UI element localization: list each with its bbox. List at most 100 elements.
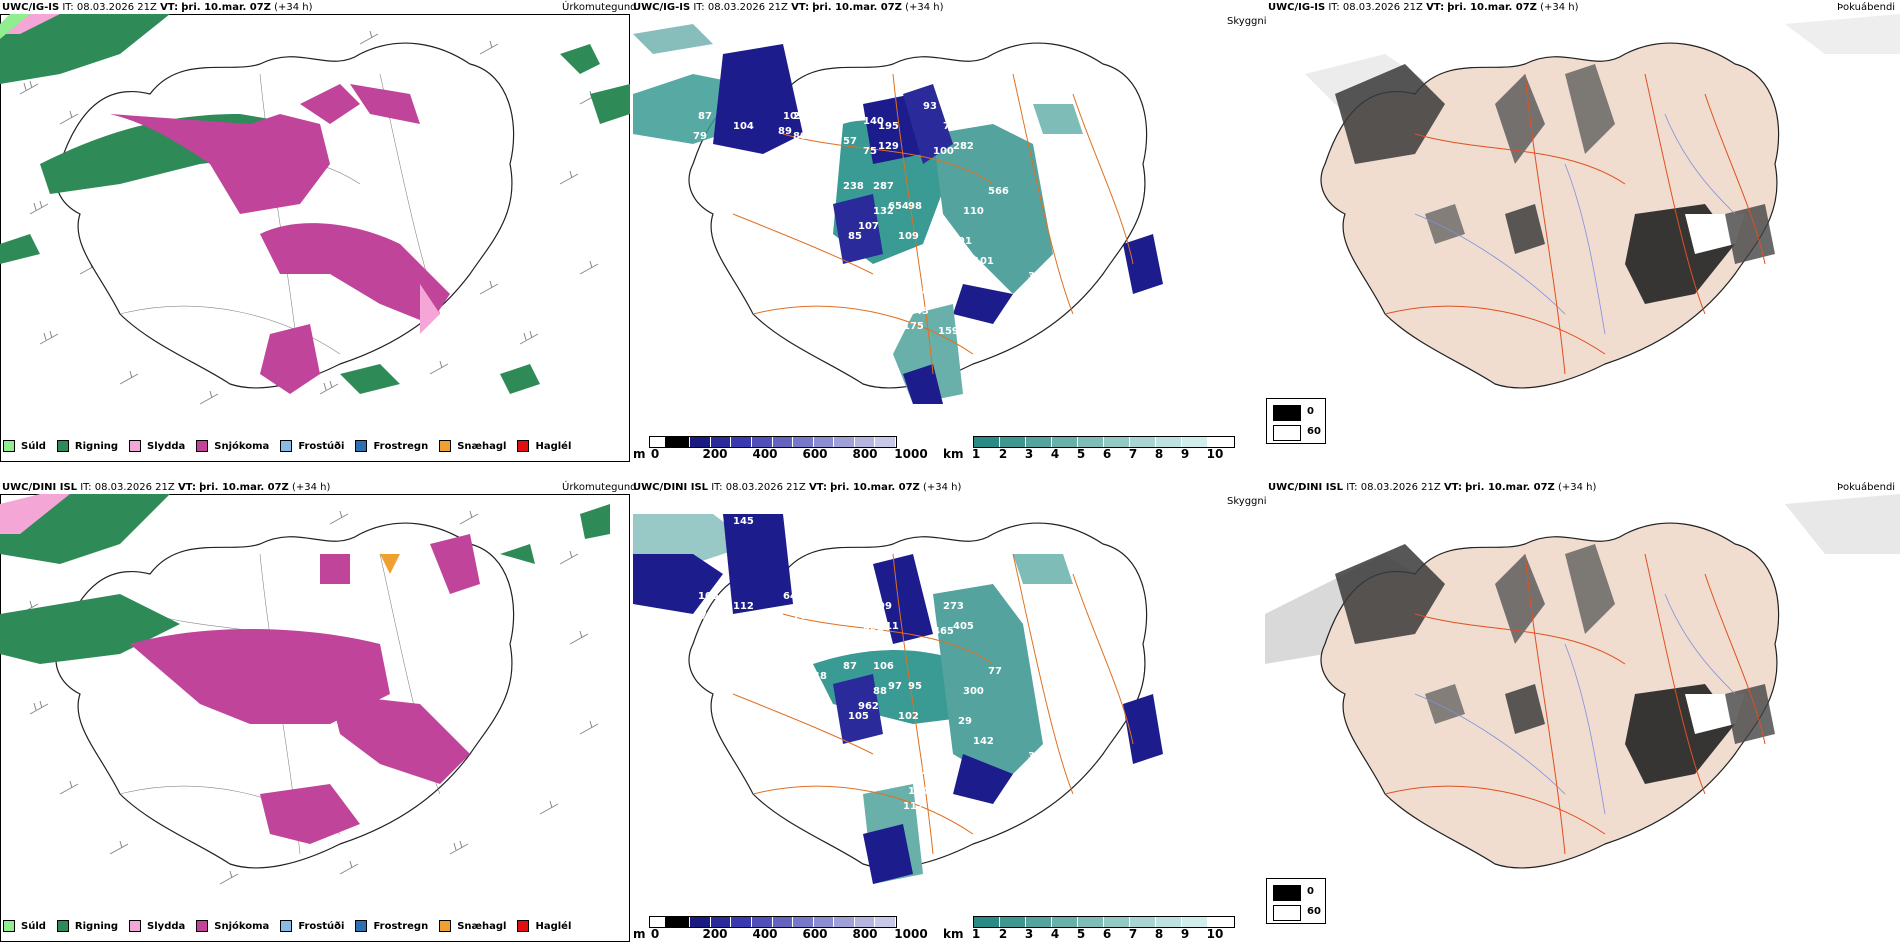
visibility-value-label: 175	[903, 321, 924, 332]
vt-label: VT:	[1443, 482, 1462, 493]
visibility-value-label: 79	[693, 131, 707, 142]
it-value: 08.03.2026 21Z	[76, 2, 157, 13]
visibility-value-label: 282	[953, 141, 974, 152]
visibility-value-label: 395	[1028, 751, 1049, 762]
visibility-value-label: 355	[923, 581, 944, 592]
visibility-tick: 9	[1180, 447, 1190, 461]
precip-areas	[0, 494, 610, 844]
visibility-value-label: 110	[963, 206, 984, 217]
terrain-tick: 800	[852, 927, 878, 941]
legend-item: Slydda	[129, 440, 185, 452]
run-header: UWC/DINI ISL IT: 08.03.2026 21Z VT: þri.…	[1268, 482, 1596, 493]
run-header: UWC/DINI ISL IT: 08.03.2026 21Z VT: þri.…	[633, 482, 961, 493]
model-name: UWC/DINI ISL	[633, 482, 709, 493]
it-label: IT:	[693, 2, 705, 13]
legend-label: Slydda	[147, 920, 186, 932]
fog-map	[1305, 14, 1900, 389]
forecast-row-1: UWC/IG-IS IT: 08.03.2026 21Z VT: þri. 10…	[0, 0, 1900, 470]
visibility-value-label: 33	[1028, 271, 1042, 282]
lead-time: (+34 h)	[1557, 482, 1597, 493]
legend-label: Rigning	[74, 440, 119, 452]
vt-label: VT:	[791, 2, 810, 13]
legend-swatch	[355, 440, 368, 452]
terrain-tick: 800	[852, 447, 878, 461]
vt-label: VT:	[808, 482, 827, 493]
visibility-value-label: 265	[803, 626, 824, 637]
precip-legend: Súld Rigning Slydda Snjókoma Frostúði Fr…	[3, 436, 577, 456]
visibility-unit: km	[943, 447, 964, 461]
legend-item: Frostúði	[280, 920, 344, 932]
visibility-value-label: 82	[793, 591, 807, 602]
terrain-tick: 200	[702, 927, 728, 941]
roads	[1384, 73, 1766, 375]
visibility-value-label: 193	[733, 36, 754, 47]
legend-swatch	[280, 440, 293, 452]
it-value: 08.03.2026 21Z	[1360, 482, 1441, 493]
visibility-value-label: 81	[953, 81, 967, 92]
visibility-value-label: 77	[928, 771, 942, 782]
model-name: UWC/IG-IS	[1268, 2, 1326, 13]
legend-swatch	[56, 440, 69, 452]
visibility-value-label: 300	[963, 686, 984, 697]
visibility-tick: 6	[1102, 927, 1112, 941]
panel-title: Skyggni	[1227, 16, 1267, 27]
map-frame	[0, 494, 630, 942]
visibility-value-label: 109	[898, 231, 919, 242]
visibility-value-label: 105	[848, 711, 869, 722]
vt-value: þri. 10.mar. 07Z	[812, 2, 902, 13]
visibility-colorbar-bar	[973, 916, 1235, 928]
terrain-tick: 1000	[894, 927, 928, 941]
vt-label: VT:	[177, 482, 196, 493]
visibility-value-label: 142	[973, 736, 994, 747]
visibility-tick: 9	[1180, 927, 1190, 941]
visibility-value-label: 206	[928, 291, 949, 302]
terrain-tick: 0	[650, 447, 660, 461]
visibility-value-label: 64	[783, 591, 797, 602]
visibility-tick: 6	[1102, 447, 1112, 461]
roads	[1384, 553, 1766, 855]
visibility-value-label: 93	[923, 101, 937, 112]
visibility-tick: 7	[1128, 927, 1138, 941]
visibility-tick: 8	[1154, 447, 1164, 461]
it-label: IT:	[1328, 2, 1340, 13]
visibility-value-label: 155	[793, 661, 814, 672]
map-frame	[0, 14, 630, 462]
legend-label: Snæhagl	[457, 440, 507, 452]
visibility-value-label: 593	[953, 561, 974, 572]
legend-item: Frostúði	[280, 440, 344, 452]
visibility-value-label: 287	[873, 181, 894, 192]
precip-map	[0, 14, 630, 405]
legend-swatch	[355, 920, 368, 932]
panel-title: Skyggni	[1227, 496, 1267, 507]
visibility-tick: 5	[1076, 447, 1086, 461]
legend-label: Frostregn	[373, 920, 429, 932]
visibility-value-label: 972	[908, 766, 929, 777]
fog-legend-label: 0	[1307, 406, 1314, 417]
legend-item: Rigning	[56, 920, 118, 932]
legend-label: Snæhagl	[457, 920, 507, 932]
lead-time: (+34 h)	[905, 2, 944, 13]
visibility-value-label: 711	[943, 121, 964, 132]
fog-legend: 0 60	[1266, 398, 1326, 444]
legend-item: Slydda	[129, 920, 185, 932]
legend-label: Haglél	[535, 440, 572, 452]
run-header: UWC/IG-IS IT: 08.03.2026 21Z VT: þri. 10…	[1268, 2, 1579, 13]
terrain-colorbar-bar	[649, 436, 897, 448]
legend-item: Frostregn	[355, 440, 428, 452]
it-label: IT:	[711, 482, 723, 493]
legend-item: Snjókoma	[196, 440, 269, 452]
fog-index-panel: UWC/IG-IS IT: 08.03.2026 21Z VT: þri. 10…	[1265, 0, 1900, 470]
legend-label: Haglél	[535, 920, 572, 932]
visibility-value-label: 76	[793, 611, 807, 622]
visibility-value-label: 566	[988, 186, 1009, 197]
fog-areas	[1335, 64, 1775, 304]
terrain-colorbar-bar	[649, 916, 897, 928]
visibility-value-label: 97	[888, 681, 902, 692]
visibility-value-label: 159	[938, 326, 959, 337]
visibility-value-label: 195	[878, 121, 899, 132]
vis-areas	[633, 514, 1163, 884]
legend-swatch	[517, 920, 530, 932]
visibility-value-label: 99	[878, 601, 892, 612]
visibility-tick: 4	[1050, 447, 1060, 461]
